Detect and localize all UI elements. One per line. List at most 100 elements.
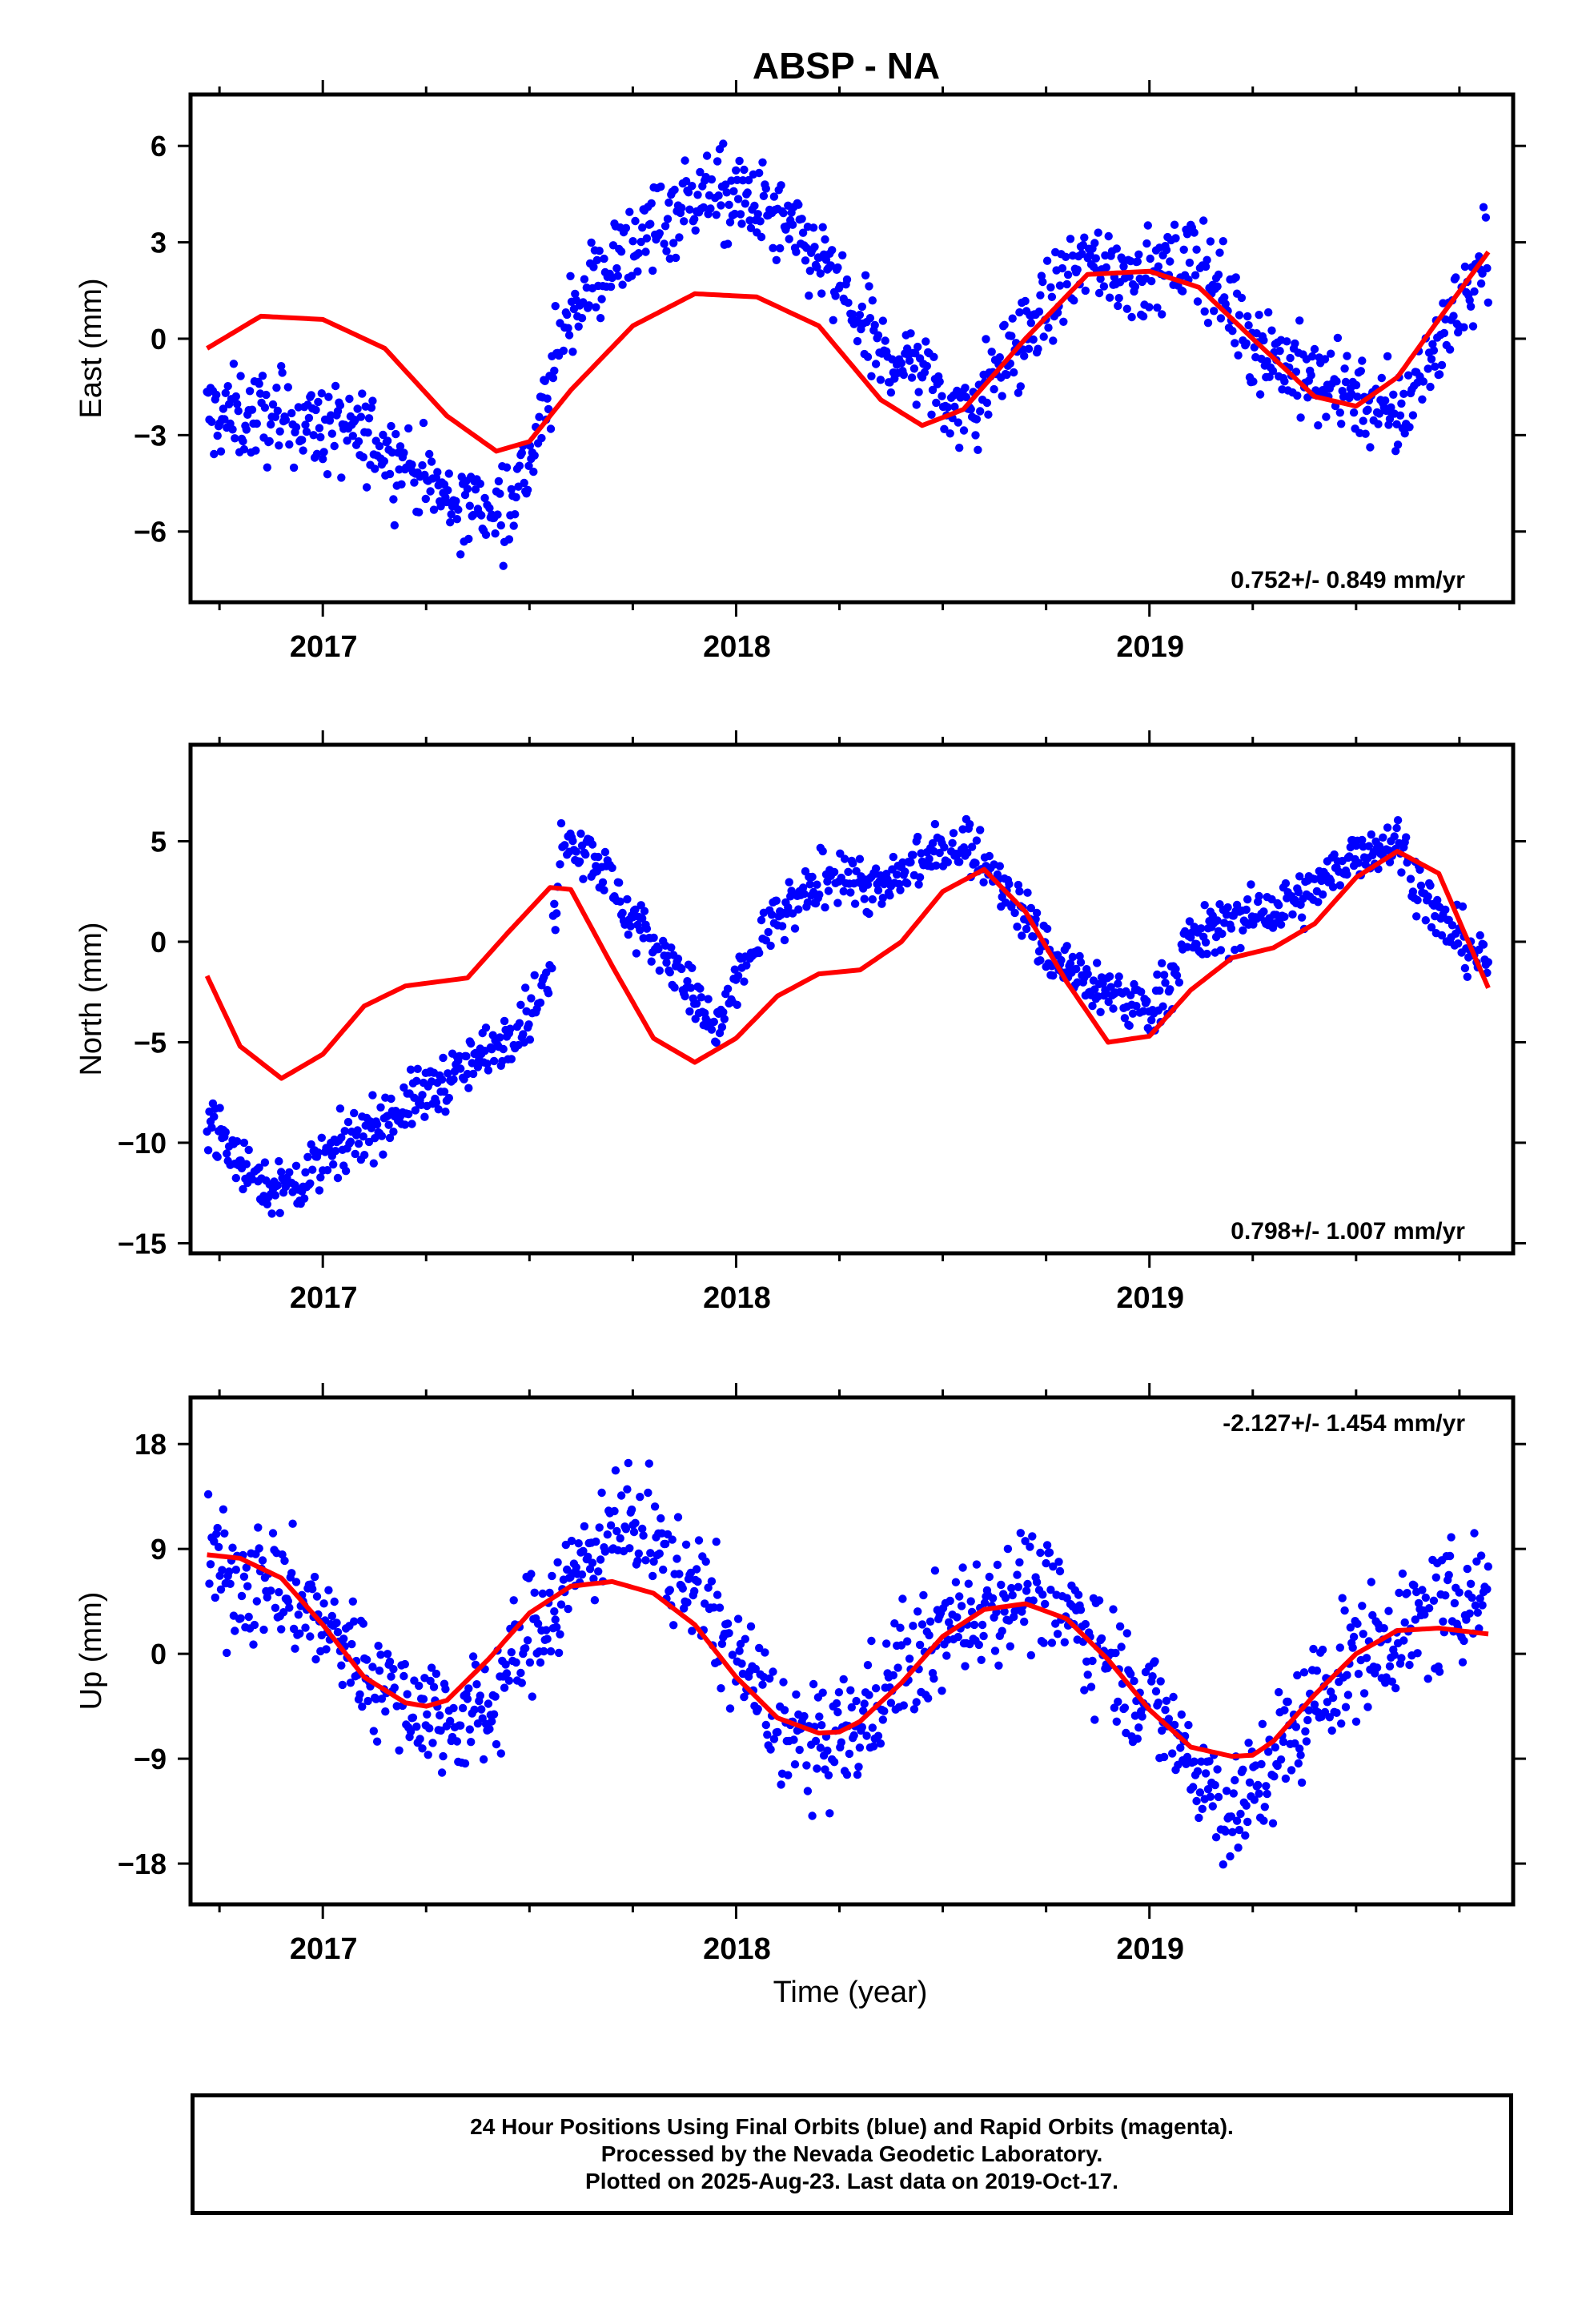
- data-point: [1203, 319, 1213, 328]
- data-point: [346, 1137, 355, 1146]
- data-point: [1435, 1667, 1444, 1676]
- data-point: [898, 1594, 907, 1603]
- data-point: [1020, 1617, 1029, 1626]
- data-point: [646, 1549, 655, 1558]
- data-point: [301, 1623, 310, 1632]
- data-point: [358, 1702, 367, 1711]
- data-point: [966, 1597, 975, 1606]
- data-point: [1314, 898, 1323, 907]
- data-point: [1162, 245, 1171, 255]
- y-tick-label: −9: [134, 1743, 167, 1775]
- data-point: [618, 280, 627, 289]
- data-point: [1023, 1579, 1032, 1589]
- data-point: [1153, 304, 1162, 312]
- data-point: [839, 1675, 848, 1684]
- data-point: [1463, 972, 1472, 982]
- data-point: [521, 983, 530, 992]
- data-point: [919, 1590, 928, 1600]
- data-point: [646, 219, 655, 228]
- data-point: [543, 394, 552, 403]
- data-point: [685, 1007, 694, 1016]
- data-point: [928, 385, 938, 395]
- data-point: [472, 1680, 481, 1689]
- data-point: [1359, 1689, 1369, 1698]
- data-point: [824, 1771, 833, 1779]
- data-point: [1020, 352, 1029, 360]
- data-point: [283, 1597, 292, 1606]
- data-point: [1088, 1656, 1097, 1666]
- data-point: [273, 406, 282, 416]
- data-point: [1416, 881, 1426, 891]
- data-point: [587, 238, 596, 247]
- data-point: [648, 266, 657, 275]
- data-point: [707, 1577, 717, 1586]
- data-point: [480, 493, 489, 503]
- data-point: [954, 418, 963, 427]
- y-tick-label: 18: [135, 1428, 167, 1461]
- data-point: [528, 1692, 536, 1701]
- data-point: [713, 1590, 722, 1599]
- data-point: [242, 1563, 251, 1572]
- data-point: [943, 403, 953, 412]
- data-point: [1080, 233, 1089, 242]
- data-point: [205, 1579, 214, 1588]
- data-point: [483, 1059, 492, 1068]
- data-point: [437, 1075, 447, 1084]
- data-point: [1291, 368, 1301, 376]
- data-point: [1016, 382, 1026, 391]
- data-point: [873, 886, 883, 895]
- data-point: [1231, 339, 1239, 348]
- data-point: [426, 1676, 435, 1686]
- data-point: [922, 361, 932, 371]
- data-point: [507, 485, 516, 494]
- data-point: [897, 1641, 906, 1650]
- data-point: [1335, 408, 1345, 417]
- data-point: [1296, 1751, 1305, 1759]
- data-point: [442, 497, 452, 507]
- data-point: [717, 1023, 727, 1031]
- y-tick-label: 0: [151, 926, 167, 959]
- data-point: [1337, 1719, 1346, 1728]
- data-point: [863, 352, 873, 361]
- data-point: [1399, 1636, 1408, 1645]
- data-point: [1346, 1623, 1355, 1632]
- data-point: [1220, 293, 1229, 302]
- data-point: [896, 886, 905, 895]
- data-point: [633, 267, 642, 276]
- data-point: [203, 1490, 213, 1499]
- data-point: [655, 966, 664, 975]
- data-point: [545, 1588, 554, 1598]
- data-point: [1029, 1596, 1038, 1605]
- data-point: [529, 467, 538, 476]
- data-point: [1014, 1582, 1023, 1592]
- data-point: [468, 1069, 478, 1079]
- data-point: [899, 1701, 909, 1710]
- data-point: [298, 436, 307, 444]
- data-point: [744, 175, 753, 185]
- data-point: [456, 1064, 465, 1073]
- data-point: [828, 246, 837, 255]
- data-point: [454, 505, 463, 514]
- data-point: [763, 1731, 772, 1739]
- data-point: [1115, 1622, 1125, 1631]
- data-point: [1200, 901, 1209, 910]
- data-point: [836, 849, 845, 858]
- data-point: [308, 1585, 317, 1594]
- data-point: [259, 1625, 268, 1634]
- data-point: [516, 1668, 525, 1678]
- up-panel: −18 −9 0 9 18 2017 2018 2019 Up (mm) -2.127+/- 1.…: [74, 1383, 1526, 1966]
- data-point: [304, 413, 314, 423]
- data-point: [1374, 420, 1383, 428]
- data-point: [1130, 1711, 1140, 1720]
- data-point: [638, 1524, 647, 1534]
- data-point: [418, 1744, 427, 1753]
- data-point: [1066, 235, 1075, 243]
- data-point: [476, 479, 484, 489]
- data-point: [1330, 850, 1339, 859]
- x-tick-label: 2018: [703, 1281, 771, 1315]
- data-point: [1231, 1775, 1239, 1785]
- data-point: [626, 922, 635, 931]
- data-point: [412, 1722, 421, 1731]
- data-point: [1145, 303, 1154, 312]
- data-point: [299, 1194, 309, 1203]
